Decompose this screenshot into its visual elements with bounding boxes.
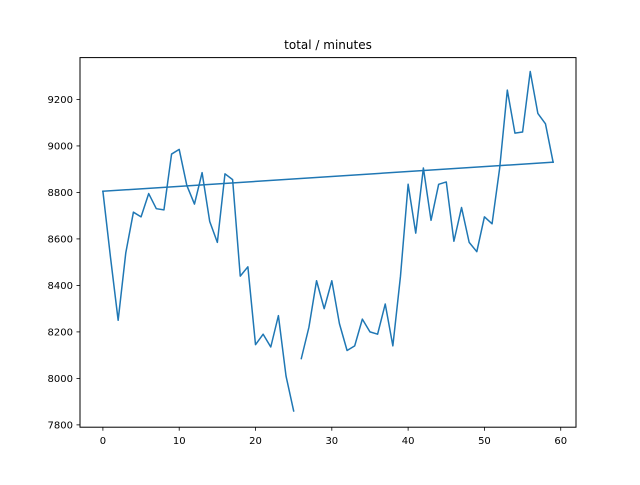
y-tick-label: 8200 (48, 327, 73, 338)
y-tick-label: 8800 (48, 188, 73, 199)
x-tick-label: 60 (554, 436, 567, 447)
series-line-segment-3 (102, 161, 554, 193)
x-tick-label: 30 (325, 436, 338, 447)
x-tick-label: 20 (249, 436, 262, 447)
x-tick-label: 10 (173, 436, 186, 447)
y-tick-label: 8000 (48, 374, 73, 385)
series-line-segment-2 (300, 70, 554, 360)
chart-title: total / minutes (284, 38, 372, 52)
plot-lines (102, 70, 554, 412)
x-tick-label: 0 (100, 436, 106, 447)
y-axis-ticks: 7800 8000 8200 8400 8600 8800 9000 9200 (48, 95, 80, 431)
y-tick-label: 8400 (48, 281, 73, 292)
x-axis-ticks: 0 10 20 30 40 50 60 (100, 427, 567, 447)
y-tick-label: 9200 (48, 95, 73, 106)
series-line-segment-1 (102, 148, 295, 412)
y-tick-label: 8600 (48, 235, 73, 246)
plot-area-frame (79, 57, 577, 428)
y-tick-label: 7800 (48, 420, 73, 431)
x-tick-label: 50 (478, 436, 491, 447)
x-tick-label: 40 (402, 436, 415, 447)
y-tick-label: 9000 (48, 142, 73, 153)
